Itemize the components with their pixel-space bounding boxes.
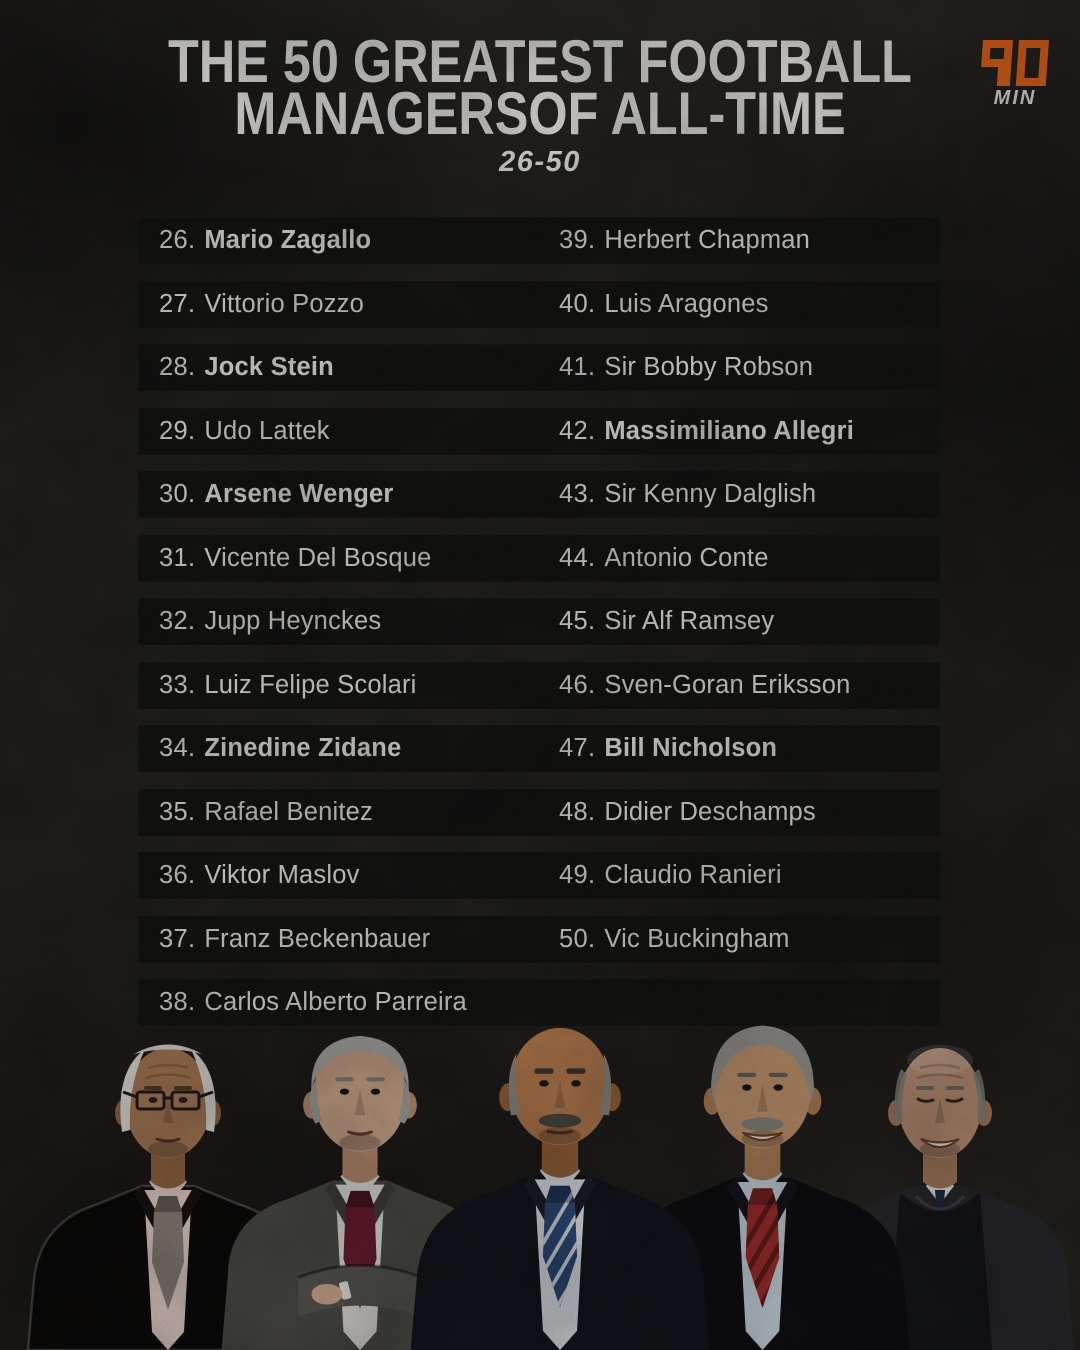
manager-name: Sir Alf Ramsey <box>604 607 775 635</box>
manager-entry: 47. Bill Nicholson <box>559 725 777 772</box>
list-row: 29. Udo Lattek 42. Massimiliano Allegri <box>138 407 940 455</box>
manager-rank: 34. <box>159 734 196 762</box>
manager-rank: 31. <box>159 543 196 572</box>
manager-entry: 31. Vicente Del Bosque <box>159 535 431 582</box>
manager-rank: 37. <box>159 924 196 953</box>
manager-entry: 30. Arsene Wenger <box>159 471 394 518</box>
90min-logo: 90 MIN <box>978 38 1052 113</box>
logo-90-digits <box>981 40 1049 86</box>
list-row: 33. Luiz Felipe Scolari 46. Sven-Goran Erik… <box>138 661 940 709</box>
manager-entry: 41. Sir Bobby Robson <box>559 344 813 391</box>
manager-rank: 41. <box>559 353 596 381</box>
list-row: 28. Jock Stein 41. Sir Bobby Robson <box>138 344 940 391</box>
list-row: 34. Zinedine Zidane 47. Bill Nicholson <box>138 725 940 772</box>
manager-rank: 40. <box>559 289 596 318</box>
manager-entry: 45. Sir Alf Ramsey <box>559 598 774 645</box>
90min-logo-icon: MIN <box>981 40 1049 109</box>
photo-strip <box>0 1000 1080 1350</box>
manager-name: Sir Kenny Dalglish <box>604 480 817 508</box>
manager-entry: 42. Massimiliano Allegri <box>559 408 854 455</box>
manager-name: Massimiliano Allegri <box>604 416 854 445</box>
manager-entry: 48. Didier Deschamps <box>559 789 816 836</box>
manager-rank: 45. <box>559 607 596 635</box>
manager-rank: 28. <box>159 353 196 381</box>
manager-name: Claudio Ranieri <box>604 861 782 889</box>
manager-rank: 42. <box>559 416 596 445</box>
manager-rank: 43. <box>559 480 596 508</box>
list-row: 30. Arsene Wenger 43. Sir Kenny Dalglish <box>138 471 940 518</box>
manager-rank: 26. <box>159 226 196 254</box>
manager-rank: 29. <box>159 416 196 445</box>
manager-entry: 27. Vittorio Pozzo <box>159 281 364 328</box>
manager-name: Sir Bobby Robson <box>604 353 814 381</box>
list-row: 27. Vittorio Pozzo 40. Luis Aragones <box>138 280 940 328</box>
manager-rank: 49. <box>559 861 596 889</box>
manager-rank: 33. <box>159 670 196 699</box>
list-row: 32. Jupp Heynckes 45. Sir Alf Ramsey <box>138 598 940 645</box>
manager-entry: 40. Luis Aragones <box>559 281 769 328</box>
manager-entry: 46. Sven-Goran Eriksson <box>559 662 851 709</box>
manager-list: 26. Mario Zagallo 39. Herbert Chapman 27. Vit… <box>138 217 940 1043</box>
manager-name: Vittorio Pozzo <box>204 289 365 318</box>
manager-rank: 35. <box>159 797 196 826</box>
manager-name: Rafael Benitez <box>204 797 374 826</box>
manager-entry: 43. Sir Kenny Dalglish <box>559 471 816 518</box>
manager-entry: 28. Jock Stein <box>159 344 334 391</box>
list-row: 31. Vicente Del Bosque 44. Antonio Conte <box>138 534 940 582</box>
manager-name: Vicente Del Bosque <box>204 543 432 572</box>
manager-rank: 50. <box>559 924 596 953</box>
manager-entry: 49. Claudio Ranieri <box>559 852 782 899</box>
manager-entry: 35. Rafael Benitez <box>159 789 373 836</box>
manager-rank: 36. <box>159 861 196 889</box>
manager-rank: 39. <box>559 226 596 254</box>
manager-rank: 32. <box>159 607 196 635</box>
list-row: 36. Viktor Maslov 49. Claudio Ranieri <box>138 852 940 899</box>
manager-name: Didier Deschamps <box>604 797 816 826</box>
list-row: 35. Rafael Benitez 48. Didier Deschamps <box>138 788 940 836</box>
manager-entry: 33. Luiz Felipe Scolari <box>159 662 417 709</box>
manager-entry: 32. Jupp Heynckes <box>159 598 381 645</box>
manager-name: Jupp Heynckes <box>204 607 382 635</box>
logo-min-text: MIN <box>994 87 1037 108</box>
manager-rank: 47. <box>559 734 596 762</box>
manager-name: Antonio Conte <box>604 543 769 572</box>
manager-name: Arsene Wenger <box>204 480 394 508</box>
manager-entry: 37. Franz Beckenbauer <box>159 916 430 963</box>
title-line-2: MANAGERSOF ALL-TIME <box>234 80 846 147</box>
subtitle-range: 26-50 <box>499 146 581 178</box>
manager-name: Jock Stein <box>204 353 334 381</box>
manager-name: Bill Nicholson <box>604 734 778 762</box>
manager-entry: 39. Herbert Chapman <box>559 217 810 264</box>
manager-entry: 44. Antonio Conte <box>559 535 769 582</box>
manager-rank: 27. <box>159 289 196 318</box>
manager-rank: 46. <box>559 670 596 699</box>
manager-name: Luiz Felipe Scolari <box>204 670 417 699</box>
manager-name: Udo Lattek <box>204 416 330 445</box>
manager-name: Luis Aragones <box>604 289 769 318</box>
manager-entry: 34. Zinedine Zidane <box>159 725 401 772</box>
manager-name: Mario Zagallo <box>204 226 372 254</box>
manager-name: Sven-Goran Eriksson <box>604 670 851 699</box>
manager-name: Vic Buckingham <box>604 924 790 953</box>
manager-name: Viktor Maslov <box>204 861 360 889</box>
manager-name: Zinedine Zidane <box>204 734 402 762</box>
manager-rank: 44. <box>559 543 596 572</box>
page-title: THE 50 GREATEST FOOTBALL MANAGERSOF ALL-… <box>0 32 1080 147</box>
manager-entry: 26. Mario Zagallo <box>159 217 371 264</box>
manager-entry: 29. Udo Lattek <box>159 408 330 455</box>
manager-entry: 36. Viktor Maslov <box>159 852 360 899</box>
list-row: 26. Mario Zagallo 39. Herbert Chapman <box>138 217 940 264</box>
manager-rank: 30. <box>159 480 196 508</box>
photo-vicente-del-bosque <box>400 1010 720 1350</box>
manager-name: Herbert Chapman <box>604 226 811 254</box>
manager-name: Franz Beckenbauer <box>204 924 431 953</box>
manager-entry: 50. Vic Buckingham <box>559 916 790 963</box>
manager-rank: 48. <box>559 797 596 826</box>
list-row: 37. Franz Beckenbauer 50. Vic Buckingham <box>138 915 940 963</box>
